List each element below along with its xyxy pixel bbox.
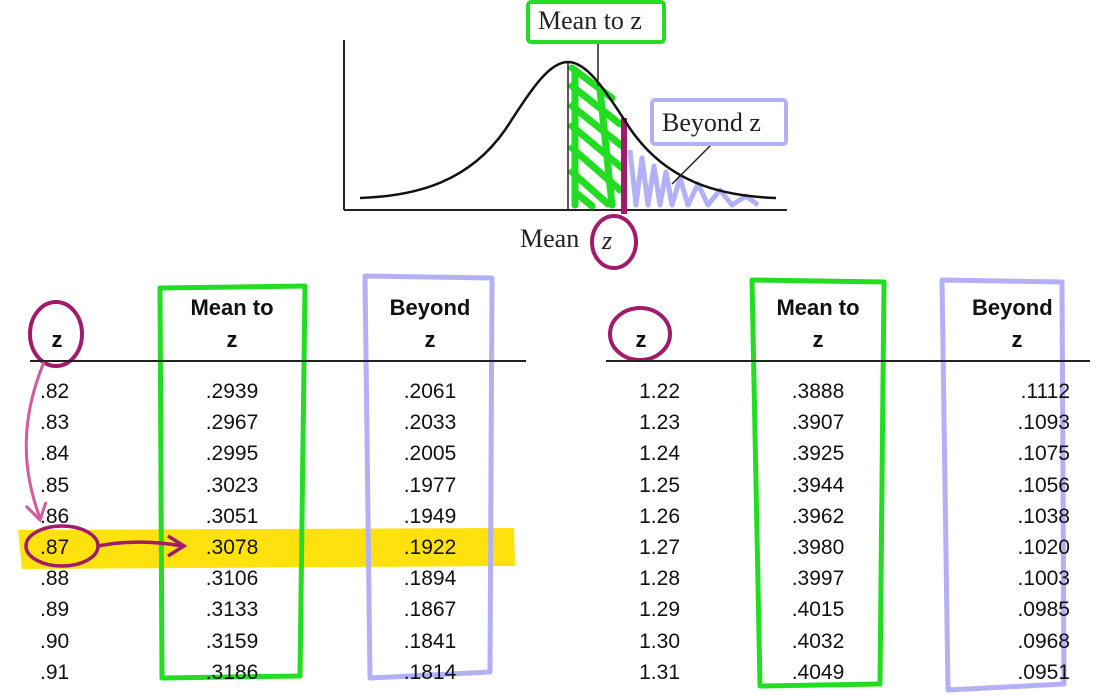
- table-left-mean-to-cell: .3051: [205, 504, 259, 528]
- beyond-z-label: Beyond z: [662, 108, 761, 137]
- table-left-beyond-cell: .1922: [403, 536, 457, 559]
- table-right-z-cell: 1.23: [639, 411, 680, 435]
- normal-curve: [359, 60, 777, 200]
- table-right-beyond-cell: .1003: [1017, 567, 1070, 591]
- table-right-beyond-cell: .0985: [1017, 598, 1070, 622]
- table-right-beyond-cell: .1093: [1017, 411, 1070, 435]
- table-left-beyond-cell: .1949: [403, 504, 457, 528]
- left-header-beyond-1: Beyond: [389, 295, 471, 320]
- table-right-beyond-cell: .0968: [1017, 629, 1070, 653]
- table-left-beyond-cell: .1841: [403, 629, 457, 653]
- table-left-mean-to-cell: .3106: [205, 567, 259, 591]
- table-right-mean-to-cell: .4032: [791, 629, 845, 653]
- table-left-mean-to-cell: .2967: [205, 411, 259, 435]
- table-right-beyond-cell: .1056: [1017, 473, 1070, 497]
- beyond-z-box: [650, 98, 788, 146]
- table-left-z-cell: .82: [40, 380, 70, 403]
- right-header-z: z: [635, 327, 647, 352]
- table-left-beyond-cell: .2033: [403, 411, 457, 435]
- mean-to-z-label: Mean to z: [538, 6, 642, 35]
- table-left-mean-to-cell: .3078: [205, 536, 259, 559]
- beyond-z-leader: [671, 141, 715, 185]
- table-right-z-cell: 1.28: [639, 567, 680, 591]
- table-right-mean-to-cell: .3925: [791, 442, 845, 466]
- normal-curve-figure: [343, 0, 788, 270]
- z-axis-label: z: [602, 226, 613, 255]
- table-right-mean-to-cell: .3962: [791, 504, 845, 528]
- table-right-mean-to-cell: .3980: [791, 536, 845, 559]
- table-right-z-cell: 1.29: [639, 598, 680, 622]
- mean-to-z-box: [526, 0, 666, 44]
- left-header-z: z: [51, 327, 63, 352]
- table-left-mean-to-cell: .2995: [205, 442, 259, 466]
- table-right-z-cell: 1.22: [639, 380, 680, 403]
- beyond-z-area: [627, 149, 760, 208]
- table-right-beyond-cell: .1038: [1017, 504, 1070, 528]
- table-right-beyond-cell: .0951: [1017, 660, 1070, 684]
- table-right-mean-to-cell: .3997: [791, 567, 845, 591]
- table-left-beyond-cell: .1977: [403, 473, 457, 497]
- table-left-z-cell: .85: [40, 473, 70, 497]
- left-header-rule: [30, 360, 526, 362]
- right-header-mean-to-2: z: [812, 327, 824, 352]
- table-left-mean-to-cell: .3133: [205, 598, 259, 622]
- table-left-z-cell: .88: [40, 567, 70, 591]
- table-right-beyond-cell: .1112: [1020, 380, 1070, 403]
- table-right-z-cell: 1.26: [639, 504, 680, 528]
- table-right-z-cell: 1.30: [639, 629, 680, 653]
- table-right-beyond-cell: .1020: [1017, 536, 1070, 559]
- table-right-z-cell: 1.27: [639, 536, 680, 559]
- table-left-beyond-cell: .1867: [403, 598, 457, 622]
- table-left-mean-to-cell: .3186: [205, 660, 259, 684]
- z-circle: [590, 214, 638, 270]
- table-left-z-cell: .91: [40, 660, 70, 684]
- left-header-mean-to-2: z: [226, 327, 238, 352]
- table-left-mean-to-cell: .3023: [205, 473, 259, 497]
- table-right-mean-to-cell: .3944: [791, 473, 845, 497]
- table-right-mean-to-cell: .3907: [791, 411, 845, 435]
- left-header-mean-to-1: Mean to: [190, 295, 274, 320]
- table-right-mean-to-cell: .4015: [791, 598, 845, 622]
- table-left-beyond-cell: .1814: [403, 660, 457, 684]
- table-right-beyond-cell: .1075: [1017, 442, 1070, 466]
- table-left-z-cell: .89: [40, 598, 70, 622]
- table-right-z-cell: 1.25: [639, 473, 680, 497]
- right-header-beyond-1: Beyond: [972, 295, 1053, 320]
- mean-to-z-area: [568, 64, 626, 210]
- left-header-beyond-2: z: [424, 327, 436, 352]
- table-left-z-cell: .84: [40, 442, 70, 466]
- table-right-mean-to-cell: .3888: [791, 380, 845, 403]
- table-left-z-cell: .83: [40, 411, 70, 435]
- table-left-mean-to-cell: .2939: [205, 380, 259, 403]
- table-right-mean-to-cell: .4049: [791, 660, 845, 684]
- right-header-beyond-2: z: [1011, 327, 1023, 352]
- mean-label: Mean: [520, 224, 580, 253]
- right-header-mean-to-1: Mean to: [776, 295, 860, 320]
- table-left-beyond-cell: .1894: [403, 567, 457, 591]
- table-left-beyond-cell: .2005: [403, 442, 457, 466]
- table-left-mean-to-cell: .3159: [205, 629, 259, 653]
- table-right-z-cell: 1.31: [639, 660, 680, 684]
- table-left-beyond-cell: .2061: [403, 380, 457, 403]
- right-header-rule: [606, 360, 1090, 362]
- table-left-z-cell: .87: [40, 536, 70, 559]
- table-left-z-cell: .90: [40, 629, 70, 653]
- table-left-z-cell: .86: [40, 504, 70, 528]
- table-right-z-cell: 1.24: [639, 442, 680, 466]
